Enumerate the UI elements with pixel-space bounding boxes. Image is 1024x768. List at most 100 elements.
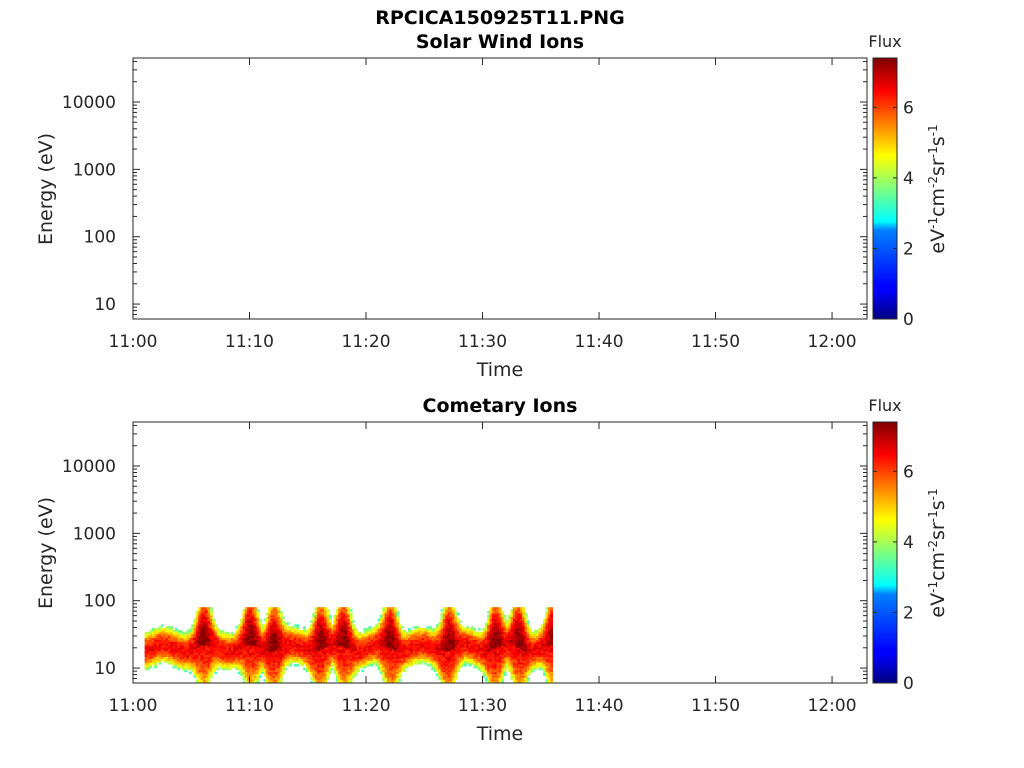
spectrogram-cell bbox=[438, 639, 442, 642]
spectrogram-cell bbox=[454, 662, 458, 665]
spectrogram-cell bbox=[340, 660, 344, 663]
spectrogram-cell bbox=[310, 673, 314, 676]
spectrogram-cell bbox=[426, 658, 430, 661]
spectrogram-cell bbox=[377, 639, 381, 642]
spectrogram-cell bbox=[158, 635, 162, 639]
spectrogram-cell bbox=[398, 664, 402, 667]
spectrogram-cell bbox=[449, 637, 453, 640]
spectrogram-cell bbox=[482, 645, 486, 648]
spectrogram-cell bbox=[244, 660, 248, 663]
spectrogram-cell bbox=[379, 620, 383, 623]
spectrogram-cell bbox=[219, 631, 223, 635]
spectrogram-cell bbox=[405, 658, 409, 661]
spectrogram-cell bbox=[247, 607, 251, 610]
spectrogram-cell bbox=[468, 648, 472, 652]
spectrogram-cell bbox=[393, 671, 397, 675]
spectrogram-cell bbox=[244, 652, 248, 656]
spectrogram-cell bbox=[307, 667, 311, 671]
spectrogram-cell bbox=[440, 660, 444, 663]
spectrogram-cell bbox=[256, 629, 260, 633]
spectrogram-cell bbox=[517, 679, 521, 682]
spectrogram-cell bbox=[326, 635, 330, 639]
spectrogram-cell bbox=[186, 643, 190, 646]
spectrogram-cell bbox=[198, 681, 202, 684]
spectrogram-cell bbox=[319, 633, 323, 637]
spectrogram-cell bbox=[410, 637, 414, 640]
spectrogram-cell bbox=[275, 633, 279, 637]
spectrogram-cell bbox=[352, 667, 355, 671]
spectrogram-cell bbox=[277, 643, 281, 646]
spectrogram-cell bbox=[333, 667, 337, 671]
spectrogram-cell bbox=[382, 618, 386, 621]
spectrogram-cell bbox=[279, 614, 283, 618]
spectrogram-cell bbox=[405, 652, 409, 656]
spectrogram-cell bbox=[342, 616, 346, 620]
spectrogram-cell bbox=[249, 612, 253, 616]
spectrogram-cell bbox=[449, 675, 453, 678]
spectrogram-cell bbox=[428, 645, 432, 648]
spectrogram-cell bbox=[503, 648, 507, 652]
spectrogram-cell bbox=[428, 648, 432, 652]
spectrogram-cell bbox=[195, 628, 199, 631]
spectrogram-cell bbox=[202, 620, 206, 623]
spectrogram-cell bbox=[317, 656, 321, 659]
spectrogram-cell bbox=[338, 633, 341, 637]
spectrogram-cell bbox=[258, 622, 262, 625]
spectrogram-cell bbox=[179, 665, 183, 669]
spectrogram-cell bbox=[198, 662, 202, 665]
spectrogram-cell bbox=[529, 669, 533, 673]
spectrogram-cell bbox=[146, 664, 150, 667]
spectrogram-cell bbox=[242, 665, 246, 669]
spectrogram-cell bbox=[219, 639, 223, 642]
spectrogram-cell bbox=[379, 629, 383, 633]
spectrogram-cell bbox=[272, 650, 276, 654]
spectrogram-cell bbox=[494, 662, 498, 665]
spectrogram-cell bbox=[468, 647, 472, 650]
spectrogram-cell bbox=[195, 660, 199, 663]
spectrogram-cell bbox=[205, 641, 209, 644]
spectrogram-cell bbox=[433, 628, 437, 631]
spectrogram-cell bbox=[314, 677, 318, 680]
spectrogram-cell bbox=[144, 643, 148, 646]
spectrogram-cell bbox=[307, 648, 311, 652]
spectrogram-cell bbox=[524, 662, 528, 665]
spectrogram-cell bbox=[184, 637, 188, 640]
spectrogram-cell bbox=[144, 647, 148, 650]
spectrogram-cell bbox=[440, 671, 444, 675]
spectrogram-cell bbox=[230, 631, 234, 635]
spectrogram-cell bbox=[338, 677, 341, 680]
spectrogram-cell bbox=[400, 669, 404, 673]
spectrogram-cell bbox=[496, 675, 500, 678]
spectrogram-cell bbox=[491, 641, 495, 644]
spectrogram-cell bbox=[170, 635, 174, 639]
spectrogram-cell bbox=[163, 628, 167, 631]
spectrogram-cell bbox=[317, 629, 321, 633]
spectrogram-cell bbox=[310, 628, 314, 631]
spectrogram-cell bbox=[153, 650, 157, 654]
spectrogram-cell bbox=[389, 639, 393, 642]
spectrogram-cell bbox=[363, 662, 367, 665]
spectrogram-cell bbox=[419, 650, 423, 654]
spectrogram-cell bbox=[272, 645, 276, 648]
spectrogram-cell bbox=[463, 652, 467, 656]
spectrogram-cell bbox=[209, 616, 213, 620]
spectrogram-cell bbox=[317, 612, 321, 616]
spectrogram-cell bbox=[489, 607, 493, 610]
spectrogram-cell bbox=[282, 665, 286, 669]
spectrogram-cell bbox=[272, 660, 276, 663]
spectrogram-cell bbox=[298, 645, 302, 648]
spectrogram-cell bbox=[515, 671, 519, 675]
spectrogram-cell bbox=[277, 620, 281, 623]
spectrogram-cell bbox=[228, 665, 232, 669]
spectrogram-cell bbox=[312, 664, 316, 667]
spectrogram-cell bbox=[230, 641, 234, 644]
spectrogram-cell bbox=[149, 637, 153, 640]
spectrogram-cell bbox=[198, 673, 202, 676]
spectrogram-cell bbox=[167, 647, 171, 650]
spectrogram-cell bbox=[160, 641, 164, 644]
spectrogram-cell bbox=[207, 679, 211, 682]
spectrogram-cell bbox=[321, 667, 325, 671]
spectrogram-cell bbox=[247, 635, 251, 639]
spectrogram-cell bbox=[249, 639, 253, 642]
spectrogram-cell bbox=[447, 637, 451, 640]
